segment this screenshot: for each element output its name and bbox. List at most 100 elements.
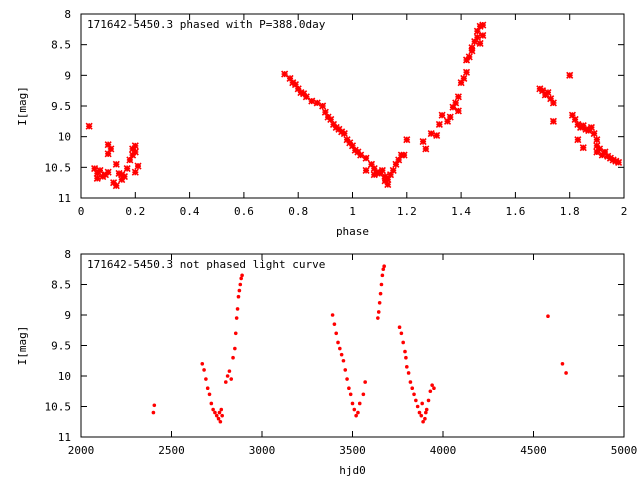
- data-point: [370, 171, 378, 179]
- x-tick-label: 2500: [158, 444, 185, 457]
- data-point: [410, 386, 415, 391]
- x-tick-label: 0.6: [234, 205, 254, 218]
- data-point: [395, 156, 403, 164]
- data-point: [377, 301, 382, 305]
- data-point: [412, 392, 416, 397]
- data-point: [235, 307, 240, 311]
- data-point: [354, 413, 358, 418]
- y-tick-label: 11: [58, 431, 71, 444]
- data-point: [91, 164, 99, 173]
- data-point: [582, 125, 590, 133]
- data-point: [546, 314, 550, 319]
- data-point: [595, 145, 604, 153]
- data-point: [227, 369, 232, 373]
- data-point: [238, 282, 243, 287]
- data-point: [544, 88, 552, 97]
- data-point: [134, 162, 142, 170]
- data-point: [118, 176, 126, 184]
- data-point: [389, 166, 397, 174]
- data-point: [357, 401, 362, 406]
- data-point: [313, 99, 321, 107]
- data-point: [384, 176, 392, 184]
- data-point: [397, 325, 402, 330]
- data-point: [107, 145, 115, 153]
- x-tick-label: 4500: [520, 444, 547, 457]
- data-point: [213, 410, 217, 415]
- y-tick-label: 8.5: [51, 39, 71, 52]
- data-point: [424, 410, 428, 415]
- data-point: [408, 380, 413, 384]
- data-points: [151, 264, 568, 424]
- data-point: [404, 355, 408, 360]
- data-point: [370, 164, 378, 173]
- x-axis-label: hjd0: [339, 464, 366, 477]
- data-point: [112, 160, 120, 168]
- data-point: [224, 380, 228, 384]
- data-point: [454, 93, 462, 101]
- data-point: [421, 419, 425, 424]
- data-point: [347, 386, 351, 391]
- data-point: [126, 156, 134, 164]
- y-tick-label: 10: [58, 370, 71, 383]
- unphased-light-curve-chart: 171642-5450.3 not phased light curve hjd…: [16, 248, 637, 477]
- data-point: [468, 47, 476, 55]
- data-point: [338, 346, 342, 351]
- data-point: [435, 120, 443, 128]
- data-point: [112, 182, 120, 190]
- y-tick-label: 8: [64, 248, 71, 261]
- data-point: [104, 150, 112, 158]
- data-point: [382, 264, 386, 269]
- data-point: [403, 349, 407, 354]
- data-point: [403, 136, 411, 144]
- phased-light-curve-chart: 171642-5450.3 phased with P=388.0day pha…: [16, 8, 627, 238]
- x-ticks: 0 0.2 0.4 0.6 0.8 1 1.2 1.4 1.6 1.8 2: [78, 14, 627, 218]
- data-point: [564, 371, 568, 375]
- data-point: [357, 151, 365, 159]
- data-point: [286, 74, 294, 82]
- data-point: [348, 392, 353, 397]
- data-point: [473, 33, 481, 41]
- data-point: [281, 70, 289, 78]
- data-point: [104, 141, 112, 149]
- data-point: [446, 113, 454, 121]
- data-point: [460, 74, 468, 82]
- data-point: [207, 392, 212, 397]
- data-point: [400, 151, 408, 159]
- y-ticks: 8 8.5 9 9.5 10 10.5 11: [45, 248, 624, 444]
- data-point: [566, 71, 574, 79]
- data-point: [104, 168, 112, 176]
- data-point: [399, 331, 404, 336]
- data-point: [422, 145, 430, 153]
- data-point: [468, 44, 476, 52]
- y-tick-label: 8: [64, 8, 71, 21]
- data-point: [367, 160, 376, 168]
- data-point: [332, 322, 337, 326]
- data-point: [96, 166, 104, 174]
- plot-frame: [80, 13, 625, 199]
- data-point: [321, 108, 329, 116]
- data-point: [343, 368, 348, 372]
- data-point: [205, 386, 210, 391]
- data-point: [341, 358, 346, 363]
- data-point: [476, 22, 484, 30]
- data-point: [406, 371, 411, 375]
- data-point: [471, 38, 479, 46]
- data-point: [240, 273, 244, 278]
- data-point: [211, 407, 215, 412]
- data-point: [237, 288, 242, 293]
- y-tick-label: 9: [64, 69, 71, 82]
- x-tick-label: 5000: [611, 444, 638, 457]
- data-point: [115, 169, 123, 178]
- data-point: [202, 368, 206, 372]
- data-point: [204, 377, 208, 381]
- data-point: [151, 410, 156, 415]
- x-tick-label: 0: [78, 205, 85, 218]
- data-point: [415, 404, 420, 409]
- x-axis-label: phase: [336, 225, 369, 238]
- y-ticks: 8 8.5 9 9.5 10 10.5 11: [45, 8, 624, 205]
- data-point: [340, 130, 348, 138]
- data-point: [615, 158, 623, 166]
- data-point: [361, 392, 366, 397]
- data-point: [432, 386, 436, 391]
- data-point: [609, 156, 617, 164]
